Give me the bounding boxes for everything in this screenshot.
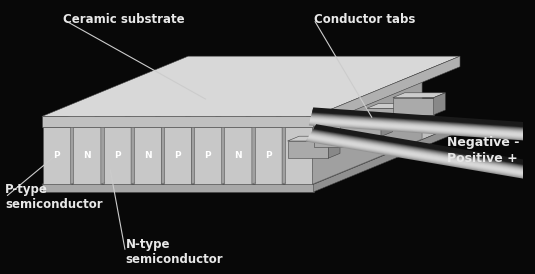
- Polygon shape: [161, 82, 271, 184]
- Polygon shape: [42, 184, 314, 192]
- Polygon shape: [282, 82, 392, 184]
- Polygon shape: [328, 136, 340, 158]
- Text: P: P: [174, 151, 181, 160]
- Polygon shape: [285, 82, 422, 127]
- Text: Conductor tabs: Conductor tabs: [314, 13, 415, 26]
- Polygon shape: [255, 127, 282, 184]
- Text: N-type
semiconductor: N-type semiconductor: [126, 238, 223, 266]
- Text: Positive +: Positive +: [447, 152, 518, 165]
- Polygon shape: [314, 124, 460, 192]
- Text: P-type
semiconductor: P-type semiconductor: [5, 183, 103, 211]
- Polygon shape: [221, 82, 332, 184]
- Polygon shape: [434, 93, 445, 115]
- Polygon shape: [340, 119, 381, 136]
- Polygon shape: [71, 82, 180, 184]
- Polygon shape: [314, 56, 460, 127]
- Polygon shape: [42, 124, 460, 184]
- Polygon shape: [42, 56, 460, 116]
- Polygon shape: [252, 82, 362, 184]
- Polygon shape: [42, 116, 314, 127]
- Polygon shape: [407, 104, 419, 126]
- Polygon shape: [134, 82, 271, 127]
- Text: P: P: [54, 151, 60, 160]
- Polygon shape: [355, 125, 366, 147]
- Polygon shape: [393, 93, 445, 98]
- Polygon shape: [164, 82, 301, 127]
- Polygon shape: [255, 82, 392, 127]
- Polygon shape: [287, 141, 328, 158]
- Text: N: N: [234, 151, 242, 160]
- Polygon shape: [366, 104, 419, 109]
- Polygon shape: [104, 82, 241, 127]
- Polygon shape: [104, 127, 131, 184]
- Text: Negative -: Negative -: [447, 136, 519, 149]
- Polygon shape: [393, 98, 434, 115]
- Polygon shape: [312, 82, 422, 184]
- Text: N: N: [83, 151, 91, 160]
- Polygon shape: [73, 127, 101, 184]
- Polygon shape: [314, 130, 355, 147]
- Polygon shape: [194, 127, 221, 184]
- Polygon shape: [287, 136, 340, 141]
- Polygon shape: [73, 82, 211, 127]
- Polygon shape: [224, 127, 252, 184]
- Polygon shape: [340, 115, 393, 119]
- Polygon shape: [224, 82, 362, 127]
- Polygon shape: [366, 109, 407, 126]
- Polygon shape: [192, 82, 301, 184]
- Polygon shape: [134, 127, 161, 184]
- Polygon shape: [101, 82, 211, 184]
- Polygon shape: [164, 127, 192, 184]
- Text: N: N: [295, 151, 302, 160]
- Polygon shape: [131, 82, 241, 184]
- Polygon shape: [43, 127, 71, 184]
- Text: N: N: [144, 151, 151, 160]
- Text: Ceramic substrate: Ceramic substrate: [63, 13, 185, 26]
- Polygon shape: [43, 82, 180, 127]
- Polygon shape: [381, 115, 393, 136]
- Text: P: P: [204, 151, 211, 160]
- Text: P: P: [265, 151, 272, 160]
- Text: P: P: [114, 151, 120, 160]
- Polygon shape: [314, 125, 366, 130]
- Polygon shape: [285, 127, 312, 184]
- Polygon shape: [194, 82, 332, 127]
